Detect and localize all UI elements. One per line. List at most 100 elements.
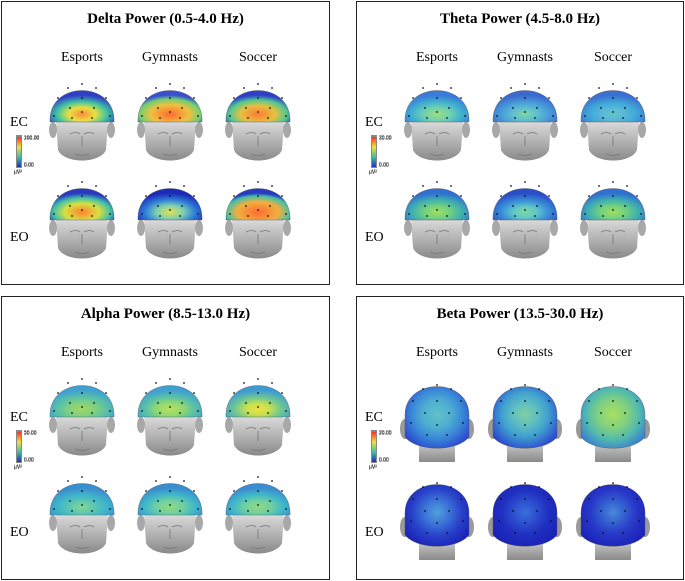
row-label-ec: EC [365, 115, 383, 130]
color-scale-bar [371, 136, 377, 168]
electrode-marker [498, 422, 500, 424]
face-features [245, 132, 271, 156]
alpha-power-panel: Alpha Power (8.5-13.0 Hz) Esports Gymnasts… [1, 296, 330, 580]
electrode-marker [548, 195, 550, 197]
electrode-marker [179, 510, 181, 512]
electrode-marker [257, 195, 259, 197]
electrode-marker [193, 392, 195, 394]
electrode-marker [181, 500, 183, 502]
electrode-marker [257, 97, 259, 99]
ear-shape [137, 122, 145, 138]
electrode-marker [271, 185, 273, 187]
electrode-marker [105, 392, 107, 394]
electrode-marker [586, 422, 588, 424]
ear-shape [580, 122, 588, 138]
electrode-marker [446, 215, 448, 217]
electrode-marker [281, 392, 283, 394]
electrode-marker [93, 500, 95, 502]
head-topomap-gymnasts-eo [137, 181, 203, 259]
electrode-marker [169, 209, 171, 211]
scalp-power-map [404, 90, 470, 123]
electrode-marker [534, 117, 536, 119]
row-label-eo: EO [10, 230, 29, 245]
electrode-marker [612, 97, 614, 99]
head-topomap-esports-ec [404, 83, 470, 161]
electrode-marker [550, 422, 552, 424]
electrode-marker [524, 384, 526, 386]
electrode-marker [247, 117, 249, 119]
ear-shape [137, 417, 145, 433]
ear-shape [404, 122, 412, 138]
column-header-gymnasts: Gymnasts [497, 345, 553, 360]
electrode-marker [538, 486, 540, 488]
delta-power-panel: Delta Power (0.5-4.0 Hz) Esports Gymnasts S… [1, 1, 330, 285]
electrode-marker [600, 412, 602, 414]
electrode-marker [233, 195, 235, 197]
electrode-marker [534, 215, 536, 217]
electrode-marker [626, 486, 628, 488]
color-scale-unit-label: μV² [14, 464, 22, 470]
electrode-marker [81, 195, 83, 197]
theta-panel-title: Theta Power (4.5-8.0 Hz) [439, 11, 601, 27]
electrode-marker [155, 185, 157, 187]
row-label-ec: EC [10, 410, 28, 425]
electrode-marker [179, 215, 181, 217]
head-topomap-gymnasts-eo [492, 181, 558, 259]
electrode-marker [69, 107, 71, 109]
row-label-ec: EC [10, 115, 28, 130]
ear-shape [107, 515, 115, 531]
electrode-marker [524, 97, 526, 99]
electrode-marker [408, 115, 410, 117]
head-topomap-soccer-eo [576, 482, 650, 560]
electrode-marker [612, 83, 614, 85]
electrode-marker [91, 117, 93, 119]
electrode-marker [436, 384, 438, 386]
electrode-marker [81, 83, 83, 85]
electrode-marker [462, 520, 464, 522]
electrode-marker [612, 111, 614, 113]
electrode-marker [538, 388, 540, 390]
electrode-marker [93, 402, 95, 404]
electrode-marker [155, 382, 157, 384]
electrode-marker [548, 97, 550, 99]
electrode-marker [524, 83, 526, 85]
electrode-marker [257, 181, 259, 183]
electrode-marker [612, 195, 614, 197]
scalp-power-map [49, 483, 115, 516]
electrode-marker [624, 107, 626, 109]
electrode-marker [245, 107, 247, 109]
head-topomap-soccer-ec [576, 384, 650, 462]
electrode-marker [245, 402, 247, 404]
electrode-marker [67, 480, 69, 482]
electrode-marker [69, 402, 71, 404]
head-topomap-gymnasts-eo [488, 482, 562, 560]
electrode-marker [524, 181, 526, 183]
electrode-marker [436, 498, 438, 500]
scalp-power-map [225, 483, 291, 516]
electrode-marker [410, 520, 412, 522]
electrode-marker [53, 115, 55, 117]
theta-power-panel: Theta Power (4.5-8.0 Hz) Esports Gymnasts S… [356, 1, 684, 285]
ear-shape [638, 122, 646, 138]
scalp-power-map [137, 90, 203, 123]
electrode-marker [626, 87, 628, 89]
electrode-marker [412, 97, 414, 99]
electrode-marker [71, 117, 73, 119]
electrode-marker [95, 185, 97, 187]
electrode-marker [247, 215, 249, 217]
electrode-marker [598, 87, 600, 89]
electrode-marker [436, 111, 438, 113]
face-features [245, 230, 271, 254]
electrode-marker [81, 392, 83, 394]
color-scale-scale-max-label: 250.00 [24, 136, 40, 142]
electrode-marker [269, 107, 271, 109]
face-features [512, 132, 538, 156]
color-scale-unit-label: μV² [369, 170, 377, 176]
electrode-marker [145, 392, 147, 394]
electrode-marker [245, 205, 247, 207]
head-topomap-esports-eo [49, 181, 115, 259]
electrode-marker [243, 185, 245, 187]
electrode-marker [612, 424, 614, 426]
electrode-marker [612, 522, 614, 524]
electrode-marker [426, 215, 428, 217]
